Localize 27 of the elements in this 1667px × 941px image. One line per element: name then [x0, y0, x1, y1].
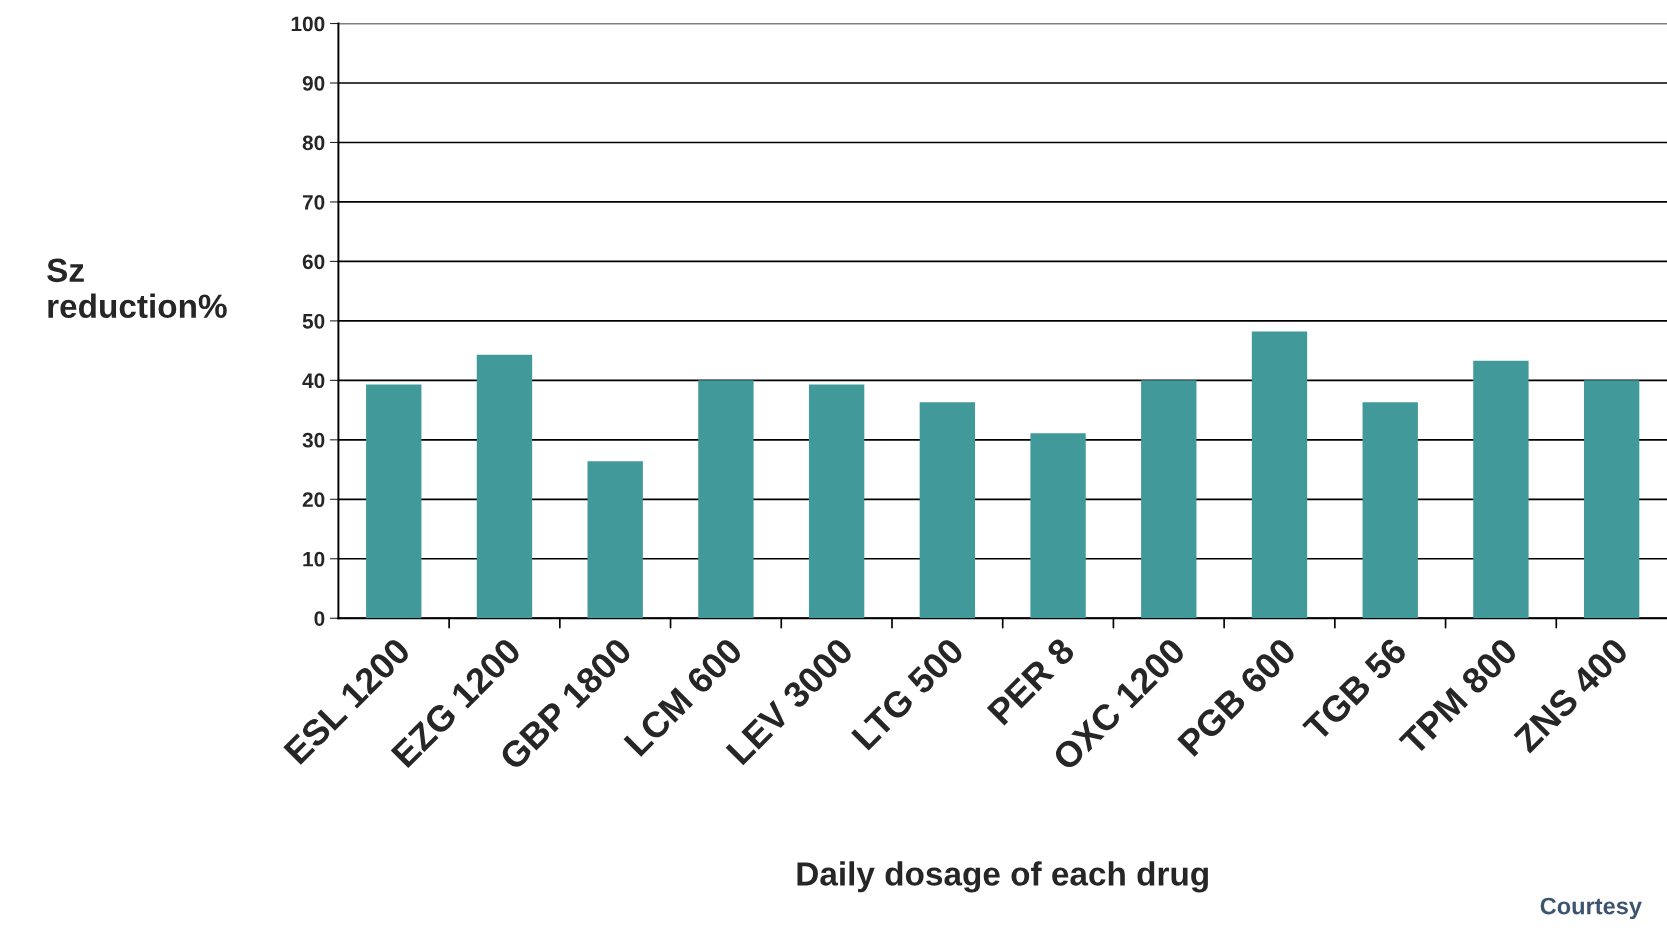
- bar: [1030, 433, 1086, 619]
- y-tick-label: 10: [303, 551, 325, 567]
- bar: [1251, 331, 1308, 619]
- y-tick-label: 100: [291, 16, 325, 32]
- y-tick-label: 0: [314, 611, 325, 626]
- y-tick-label: 60: [302, 254, 325, 270]
- y-tick-label: 30: [302, 432, 325, 448]
- bar: [808, 384, 865, 619]
- bar: [1362, 402, 1418, 619]
- y-tick-label: 90: [302, 76, 325, 91]
- text: Courtesy: [1540, 897, 1642, 920]
- bar: [366, 384, 422, 619]
- bar: [587, 461, 643, 619]
- y-tick-label: 70: [302, 194, 325, 210]
- y-tick-label: 40: [302, 373, 325, 389]
- bar: [1583, 380, 1640, 619]
- x-tick-label: LTG 500: [850, 636, 966, 751]
- y-tick-label: 80: [302, 135, 325, 151]
- bar: [698, 380, 754, 619]
- y-axis-title: Sz reduction%: [47, 258, 227, 319]
- bar: [1141, 380, 1197, 619]
- bar: [476, 354, 533, 619]
- bar: [1473, 360, 1529, 619]
- x-axis-title: Daily dosage of each drug: [797, 861, 1208, 893]
- bar: [919, 402, 976, 619]
- y-tick-label: 50: [302, 313, 325, 329]
- y-tick-label: 20: [302, 492, 325, 508]
